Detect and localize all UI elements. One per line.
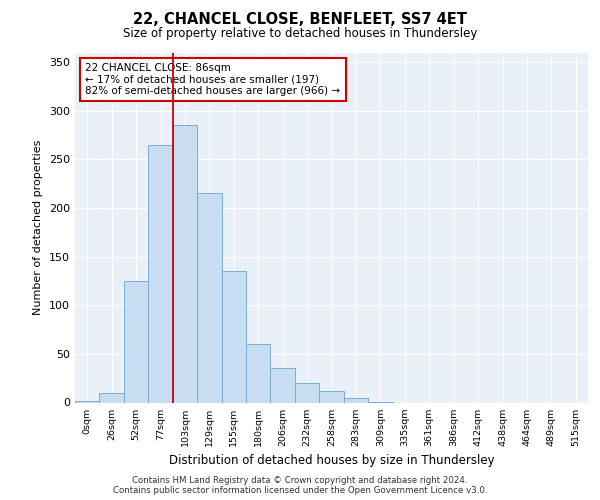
Text: Size of property relative to detached houses in Thundersley: Size of property relative to detached ho…	[123, 28, 477, 40]
Y-axis label: Number of detached properties: Number of detached properties	[34, 140, 43, 315]
Bar	[246, 344, 271, 403]
Bar	[173, 126, 197, 402]
Text: Contains HM Land Registry data © Crown copyright and database right 2024.: Contains HM Land Registry data © Crown c…	[132, 476, 468, 485]
Bar	[271, 368, 295, 402]
Bar	[197, 194, 221, 402]
Bar	[148, 145, 173, 403]
Text: 22 CHANCEL CLOSE: 86sqm
← 17% of detached houses are smaller (197)
82% of semi-d: 22 CHANCEL CLOSE: 86sqm ← 17% of detache…	[85, 63, 340, 96]
Bar	[75, 400, 100, 402]
Text: 22, CHANCEL CLOSE, BENFLEET, SS7 4ET: 22, CHANCEL CLOSE, BENFLEET, SS7 4ET	[133, 12, 467, 28]
Bar	[221, 271, 246, 402]
X-axis label: Distribution of detached houses by size in Thundersley: Distribution of detached houses by size …	[169, 454, 494, 467]
Bar	[295, 383, 319, 402]
Bar	[319, 391, 344, 402]
Bar	[100, 393, 124, 402]
Text: Contains public sector information licensed under the Open Government Licence v3: Contains public sector information licen…	[113, 486, 487, 495]
Bar	[344, 398, 368, 402]
Bar	[124, 281, 148, 402]
